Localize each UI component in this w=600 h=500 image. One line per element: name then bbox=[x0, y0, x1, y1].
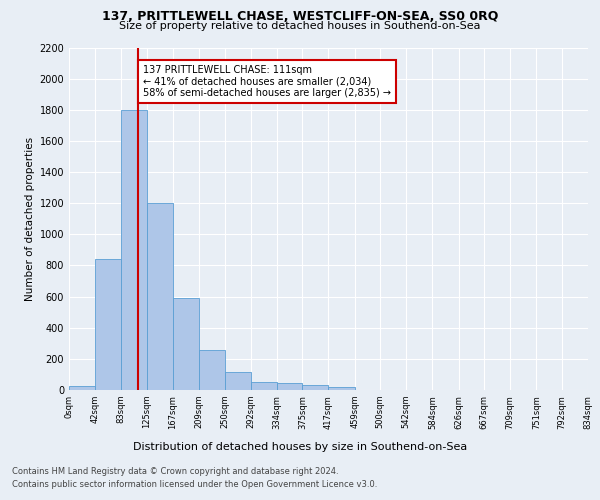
Bar bbox=[329, 387, 355, 390]
Bar bbox=[277, 383, 302, 390]
Bar bbox=[69, 386, 95, 390]
Text: Size of property relative to detached houses in Southend-on-Sea: Size of property relative to detached ho… bbox=[119, 21, 481, 31]
Bar bbox=[173, 298, 199, 390]
Text: Distribution of detached houses by size in Southend-on-Sea: Distribution of detached houses by size … bbox=[133, 442, 467, 452]
Bar bbox=[251, 382, 277, 390]
Bar bbox=[199, 350, 224, 390]
Bar bbox=[121, 110, 147, 390]
Text: 137 PRITTLEWELL CHASE: 111sqm
← 41% of detached houses are smaller (2,034)
58% o: 137 PRITTLEWELL CHASE: 111sqm ← 41% of d… bbox=[143, 64, 391, 98]
Text: 137, PRITTLEWELL CHASE, WESTCLIFF-ON-SEA, SS0 0RQ: 137, PRITTLEWELL CHASE, WESTCLIFF-ON-SEA… bbox=[102, 10, 498, 23]
Bar bbox=[302, 386, 329, 390]
Text: Contains public sector information licensed under the Open Government Licence v3: Contains public sector information licen… bbox=[12, 480, 377, 489]
Bar bbox=[147, 203, 173, 390]
Y-axis label: Number of detached properties: Number of detached properties bbox=[25, 136, 35, 301]
Text: Contains HM Land Registry data © Crown copyright and database right 2024.: Contains HM Land Registry data © Crown c… bbox=[12, 468, 338, 476]
Bar bbox=[224, 372, 251, 390]
Bar bbox=[95, 259, 121, 390]
